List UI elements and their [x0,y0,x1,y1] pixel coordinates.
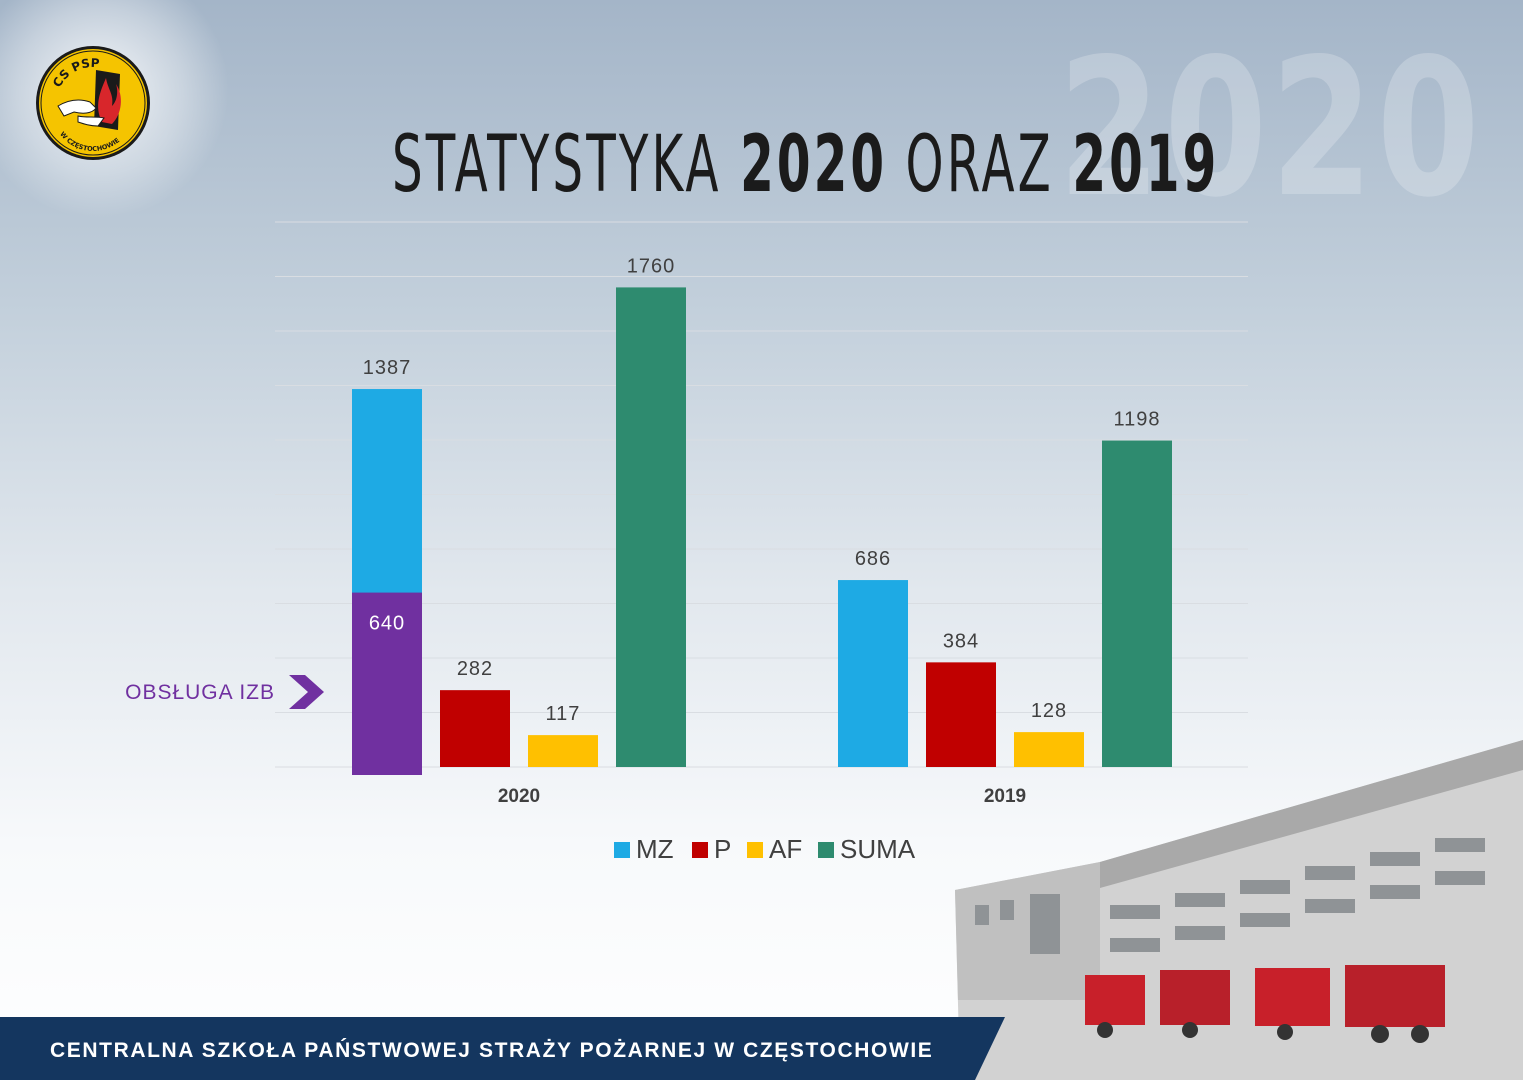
title-part-1: STATYSTYKA [392,120,741,210]
value-label-mz-2019: 686 [855,548,891,570]
legend-label-p: P [714,834,731,864]
annotation-chevron-icon [289,675,324,709]
chart-bars [352,287,1172,775]
chart-legend: MZ P AF SUMA [614,834,916,864]
footer-bar [0,1017,1005,1080]
bar-p-2019 [926,662,996,767]
title-part-2: 2020 [740,120,888,210]
legend-swatch-suma [818,842,834,858]
bar-mz-2019 [838,580,908,767]
value-label-obsluga-izb: 640 [369,613,405,635]
legend-label-af: AF [769,834,802,864]
bar-obsluga-izb [352,592,422,775]
annotation-label: OBSŁUGA IZB [125,681,275,704]
year-watermark: 2020 [1058,18,1483,239]
fire-station-illustration [955,740,1523,1080]
legend-label-suma: SUMA [840,834,916,864]
school-logo: CS PSP W CZĘSTOCHOWIE [36,46,150,160]
value-label-af-2019: 128 [1031,700,1067,722]
page-title: STATYSTYKA 2020 ORAZ 2019 [392,120,1216,210]
chart-x-tick-labels: 2020 2019 [498,786,1026,807]
x-tick-2020: 2020 [498,786,540,807]
obsluga-izb-annotation: OBSŁUGA IZB [125,675,324,709]
legend-swatch-p [692,842,708,858]
value-label-suma-2019: 1198 [1113,409,1160,431]
legend-label-mz: MZ [636,834,674,864]
title-part-4: 2019 [1072,120,1220,210]
legend-swatch-af [747,842,763,858]
bar-suma-2019 [1102,440,1172,767]
legend-swatch-mz [614,842,630,858]
title-part-3: ORAZ [887,120,1073,210]
chart-value-labels: 1387 282 117 1760 686 384 128 1198 640 [363,255,1160,725]
value-label-suma-2020: 1760 [627,255,676,277]
value-label-af-2020: 117 [546,703,581,725]
x-tick-2019: 2019 [984,786,1026,807]
bar-suma-2020 [616,287,686,767]
bar-af-2019 [1014,732,1084,767]
footer-text: CENTRALNA SZKOŁA PAŃSTWOWEJ STRAŻY POŻAR… [50,1039,934,1062]
bar-af-2020 [528,735,598,767]
value-label-p-2020: 282 [457,658,493,680]
bar-p-2020 [440,690,510,767]
value-label-p-2019: 384 [943,630,979,652]
value-label-mz-2020: 1387 [363,357,412,379]
chart-grid [275,221,1248,768]
